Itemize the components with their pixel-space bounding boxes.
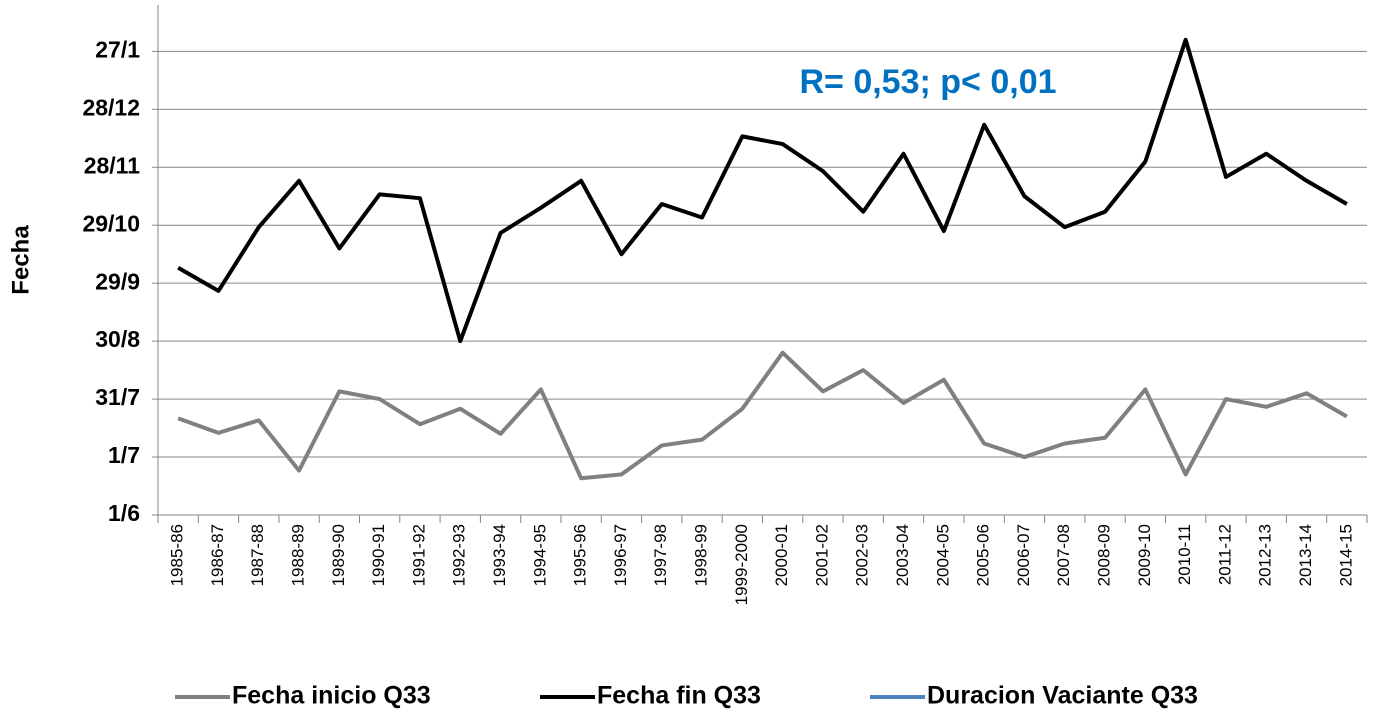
x-tick-label: 2009-10 bbox=[1135, 524, 1154, 586]
x-tick-label: 1998-99 bbox=[692, 524, 711, 586]
x-tick-label: 2010-11 bbox=[1175, 524, 1194, 585]
x-tick-label: 1999-2000 bbox=[732, 524, 751, 605]
x-tick-label: 2003-04 bbox=[893, 524, 912, 586]
x-tick-label: 1994-95 bbox=[530, 524, 549, 586]
y-axis-label: Fecha bbox=[7, 225, 34, 295]
x-tick-label: 1988-89 bbox=[289, 524, 308, 586]
x-tick-label: 2005-06 bbox=[974, 524, 993, 586]
x-tick-label: 1990-91 bbox=[369, 524, 388, 586]
x-tick-label: 1993-94 bbox=[490, 524, 509, 586]
x-tick-label: 1996-97 bbox=[611, 524, 630, 586]
series-line bbox=[177, 350, 1348, 481]
x-tick-label: 1992-93 bbox=[450, 524, 469, 586]
y-tick-label: 29/10 bbox=[82, 210, 140, 236]
y-tick-label: 1/7 bbox=[108, 442, 140, 468]
x-tick-label: 2000-01 bbox=[772, 524, 791, 586]
x-tick-label: 1995-96 bbox=[571, 524, 590, 586]
x-tick-label: 1987-88 bbox=[248, 524, 267, 586]
y-tick-label: 30/8 bbox=[95, 326, 140, 352]
x-tick-label: 2001-02 bbox=[812, 524, 831, 586]
legend-label: Duracion Vaciante Q33 bbox=[927, 682, 1198, 710]
x-tick-label: 1997-98 bbox=[651, 524, 670, 586]
x-tick-label: 1991-92 bbox=[409, 524, 428, 586]
x-tick-label: 1989-90 bbox=[329, 524, 348, 586]
x-tick-label: 2011-12 bbox=[1215, 524, 1234, 585]
x-tick-label: 2004-05 bbox=[933, 524, 952, 586]
legend-label: Fecha inicio Q33 bbox=[232, 682, 431, 710]
x-tick-label: 2012-13 bbox=[1256, 524, 1275, 586]
y-tick-label: 28/11 bbox=[84, 152, 140, 178]
series-line bbox=[177, 37, 1348, 344]
y-tick-label: 27/1 bbox=[95, 36, 140, 62]
x-tick-label: 2008-09 bbox=[1095, 524, 1114, 586]
y-tick-label: 28/12 bbox=[82, 94, 140, 120]
annotation: R= 0,53; p< 0,01 bbox=[799, 63, 1056, 101]
x-tick-label: 2014-15 bbox=[1336, 524, 1355, 586]
x-tick-label: 2013-14 bbox=[1296, 524, 1315, 586]
x-tick-label: 2007-08 bbox=[1054, 524, 1073, 586]
x-tick-label: 1985-86 bbox=[168, 524, 187, 586]
y-tick-label: 1/6 bbox=[108, 500, 140, 526]
x-tick-label: 2002-03 bbox=[853, 524, 872, 586]
x-tick-label: 1986-87 bbox=[208, 524, 227, 586]
y-tick-label: 29/9 bbox=[95, 268, 140, 294]
legend-label: Fecha fin Q33 bbox=[597, 682, 761, 710]
x-tick-label: 2006-07 bbox=[1014, 524, 1033, 586]
y-tick-label: 31/7 bbox=[95, 384, 140, 410]
